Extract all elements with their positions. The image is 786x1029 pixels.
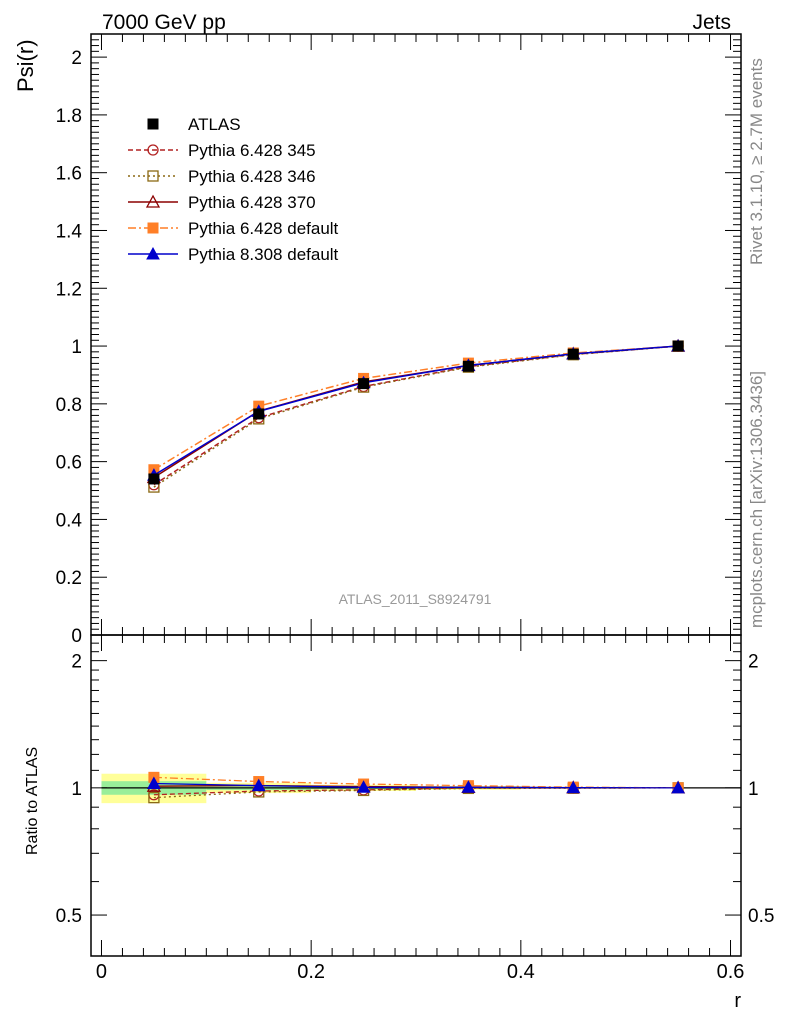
legend-label-pythia-6-428-default: Pythia 6.428 default [188, 219, 339, 238]
main-y-tick-label: 1.8 [56, 106, 82, 127]
ratio-y-tick-label-right: 0.5 [748, 906, 774, 927]
side-text-upper: Rivet 3.1.10, ≥ 2.7M events [747, 58, 766, 265]
header-right: Jets [692, 11, 731, 34]
ratio-y-tick-label-right: 1 [748, 779, 759, 800]
main-y-tick-label: 1.4 [56, 221, 83, 242]
x-axis-label: r [734, 990, 741, 1012]
series-line-pythia-6-428-default [154, 346, 678, 470]
x-tick-label: 0.6 [717, 961, 745, 983]
watermark: ATLAS_2011_S8924791 [339, 591, 492, 607]
main-y-tick-label: 0.4 [56, 510, 83, 531]
series-line-pythia-6-428-345 [154, 346, 678, 485]
main-y-tick-label: 1.2 [56, 279, 82, 300]
ratio-y-tick-label-right: 2 [748, 652, 759, 673]
point-atlas [359, 379, 369, 389]
legend-label-pythia-6-428-345: Pythia 6.428 345 [188, 141, 316, 160]
main-y-tick-label: 1 [71, 337, 82, 358]
main-y-tick-label: 0.2 [56, 568, 82, 589]
series-line-pythia-6-428-346 [154, 346, 678, 487]
legend-label-pythia-6-428-346: Pythia 6.428 346 [188, 167, 316, 186]
legend-marker-pythia-6-428-default [148, 223, 158, 233]
x-tick-label: 0.4 [507, 961, 535, 983]
legend-label-pythia-8-308-default: Pythia 8.308 default [188, 245, 339, 264]
point-atlas [149, 474, 159, 484]
main-y-tick-label: 2 [71, 48, 82, 69]
header-left: 7000 GeV pp [102, 11, 226, 34]
point-atlas [673, 341, 683, 351]
ratio-y-tick-label: 2 [71, 652, 82, 673]
ratio-y-label: Ratio to ATLAS [24, 747, 41, 855]
main-y-label: Psi(r) [13, 39, 38, 92]
legend-marker-atlas [148, 119, 158, 129]
main-y-tick-label: 0.8 [56, 395, 82, 416]
ratio-y-tick-label: 1 [71, 779, 82, 800]
legend-label-pythia-6-428-370: Pythia 6.428 370 [188, 193, 316, 212]
series-line-pythia-8-308-default [154, 346, 678, 475]
side-text-lower: mcplots.cern.ch [arXiv:1306.3436] [747, 371, 766, 628]
main-y-tick-label: 0.6 [56, 453, 82, 474]
ratio-y-tick-label: 0.5 [56, 906, 82, 927]
main-y-tick-label: 1.6 [56, 164, 82, 185]
x-tick-label: 0.2 [297, 961, 325, 983]
point-atlas [254, 409, 264, 419]
point-atlas [568, 349, 578, 359]
point-atlas [463, 361, 473, 371]
series-line-pythia-6-428-370 [154, 346, 678, 477]
main-y-tick-label: 0 [71, 626, 82, 647]
x-tick-label: 0 [96, 961, 107, 983]
legend-label-atlas: ATLAS [188, 115, 241, 134]
